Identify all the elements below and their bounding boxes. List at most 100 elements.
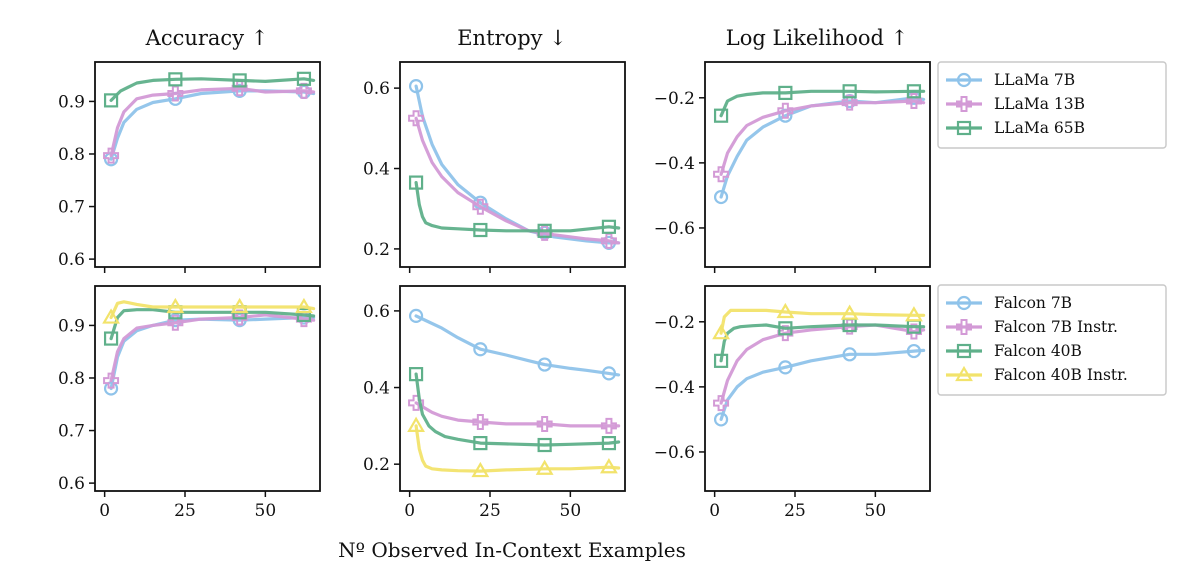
y-tick-label: 0.8	[58, 369, 85, 389]
data-point-llama-13b	[841, 94, 858, 111]
series-group	[408, 79, 621, 250]
data-point-llama-65b	[296, 71, 312, 86]
y-tick-label: 0.7	[58, 198, 85, 218]
panel-falcon-entropy: 0.2 0.4 0.6 0 25 50	[363, 285, 626, 521]
series-line-llama-13b	[719, 99, 926, 176]
data-point-falcon-7b	[408, 308, 424, 323]
series-line-falcon-7b-instr	[719, 323, 926, 405]
series-line-falcon-40b	[719, 323, 926, 363]
data-point-falcon-40b-instr	[776, 302, 795, 319]
data-point-falcon-7b	[537, 357, 552, 372]
y-tick-label: −0.2	[654, 89, 695, 109]
data-point-falcon-7b	[713, 412, 729, 427]
series-line-falcon-7b	[719, 348, 926, 421]
series-line-llama-65b	[414, 181, 621, 233]
data-point-falcon-40b-instr	[840, 304, 859, 320]
y-tick-label: −0.6	[654, 443, 695, 463]
data-point-falcon-40b	[537, 437, 552, 453]
series-line-llama-7b	[414, 84, 621, 245]
data-point-llama-65b	[232, 73, 247, 88]
y-tick-label: 0.6	[363, 302, 390, 322]
data-point-llama-65b	[473, 222, 488, 238]
x-tick-label: 50	[865, 501, 887, 521]
x-axis-label: Nº Observed In-Context Examples	[338, 538, 686, 562]
series-line-llama-65b	[109, 77, 316, 103]
panel-llama-entropy: 0.2 0.4 0.6	[363, 61, 626, 273]
data-point-llama-13b	[295, 82, 312, 99]
data-point-falcon-7b	[601, 366, 617, 381]
legend-marker-falcon-40b	[956, 343, 972, 359]
series-line-llama-13b	[414, 116, 621, 245]
data-point-falcon-40b-instr	[712, 323, 730, 340]
data-point-llama-13b	[472, 198, 489, 215]
x-tick-label: 25	[479, 501, 501, 521]
legend-label-llama-65b: LLaMa 65B	[994, 119, 1085, 137]
series-line-llama-13b	[109, 86, 316, 158]
x-tick-label: 0	[404, 501, 415, 521]
data-point-falcon-40b	[103, 331, 119, 346]
data-point-falcon-7b	[778, 360, 793, 375]
series-line-falcon-40b	[109, 308, 316, 341]
legend-falcon: Falcon 7B Falcon 7B Instr. Falcon 40B Falco…	[937, 284, 1167, 396]
y-tick-label: 0.2	[363, 240, 390, 260]
data-point-falcon-7b-instr	[472, 414, 489, 431]
data-point-falcon-40b-instr	[600, 458, 618, 474]
series-line-falcon-40b-instr	[109, 300, 316, 320]
legend-label-falcon-7b: Falcon 7B	[994, 294, 1072, 312]
y-tick-label: −0.6	[654, 219, 695, 239]
plot-frame	[399, 285, 626, 492]
data-point-llama-65b	[601, 219, 617, 234]
data-point-falcon-40b-instr	[905, 306, 923, 322]
legend-marker-falcon-7b-instr	[956, 319, 972, 335]
x-tick-label: 0	[709, 501, 720, 521]
series-line-falcon-40b-instr	[719, 308, 926, 335]
y-tick-label: −0.4	[654, 378, 695, 398]
y-tick-label: 0.6	[58, 474, 85, 494]
legend-box	[937, 61, 1167, 149]
legend-marker-llama-7b	[956, 72, 972, 88]
data-point-falcon-7b	[906, 343, 922, 359]
series-line-falcon-40b-instr	[414, 424, 621, 473]
data-point-llama-65b	[408, 175, 424, 190]
series-line-llama-7b	[719, 96, 926, 199]
data-point-llama-13b	[600, 232, 617, 249]
y-tick-label: −0.4	[654, 154, 695, 174]
data-point-falcon-7b-instr	[103, 372, 120, 389]
legend-marker-llama-13b	[956, 96, 972, 112]
panel-llama-log-likelihood: −0.2 −0.4 −0.6	[654, 61, 931, 273]
y-tick-label: 0.6	[363, 79, 390, 99]
plot-frame	[94, 61, 321, 268]
data-point-falcon-40b	[408, 367, 424, 382]
data-point-llama-65b	[713, 108, 729, 123]
data-point-falcon-7b-instr	[600, 417, 617, 434]
data-point-falcon-7b-instr	[167, 314, 184, 331]
y-tick-label: 0.4	[363, 160, 390, 180]
subplots: 0.60.70.80.90.20.40.6 −0.2−0.4−0.60.60.70…	[58, 61, 931, 521]
series-group	[102, 297, 316, 396]
legend-label-falcon-40b: Falcon 40B	[994, 342, 1082, 360]
data-point-falcon-40b	[778, 321, 793, 336]
data-point-falcon-40b-instr	[230, 297, 249, 314]
data-point-llama-65b	[537, 223, 552, 238]
series-group	[713, 84, 926, 205]
series-line-falcon-7b-instr	[109, 313, 316, 383]
data-point-llama-65b	[103, 93, 119, 108]
data-point-falcon-7b	[473, 342, 488, 357]
plot-frame	[94, 285, 321, 492]
data-point-llama-13b	[905, 93, 922, 110]
data-point-falcon-40b-instr	[471, 461, 490, 478]
legend-llama: LLaMa 7B LLaMa 13B LLaMa 65B	[937, 61, 1167, 149]
data-point-llama-7b	[713, 189, 729, 205]
y-tick-label: 0.4	[363, 379, 390, 399]
series-line-llama-7b	[109, 89, 316, 161]
panel-falcon-log-likelihood: −0.2 −0.4 −0.6 0 25 50	[654, 285, 931, 521]
column-title-accuracy: Accuracy ↑	[145, 26, 269, 50]
data-point-llama-65b	[842, 84, 857, 99]
data-point-falcon-40b	[601, 436, 617, 451]
plot-frame	[704, 285, 931, 492]
legend-marker-falcon-40b-instr	[955, 365, 973, 382]
legend-marker-llama-65b	[956, 120, 972, 136]
data-point-llama-7b	[408, 79, 424, 94]
